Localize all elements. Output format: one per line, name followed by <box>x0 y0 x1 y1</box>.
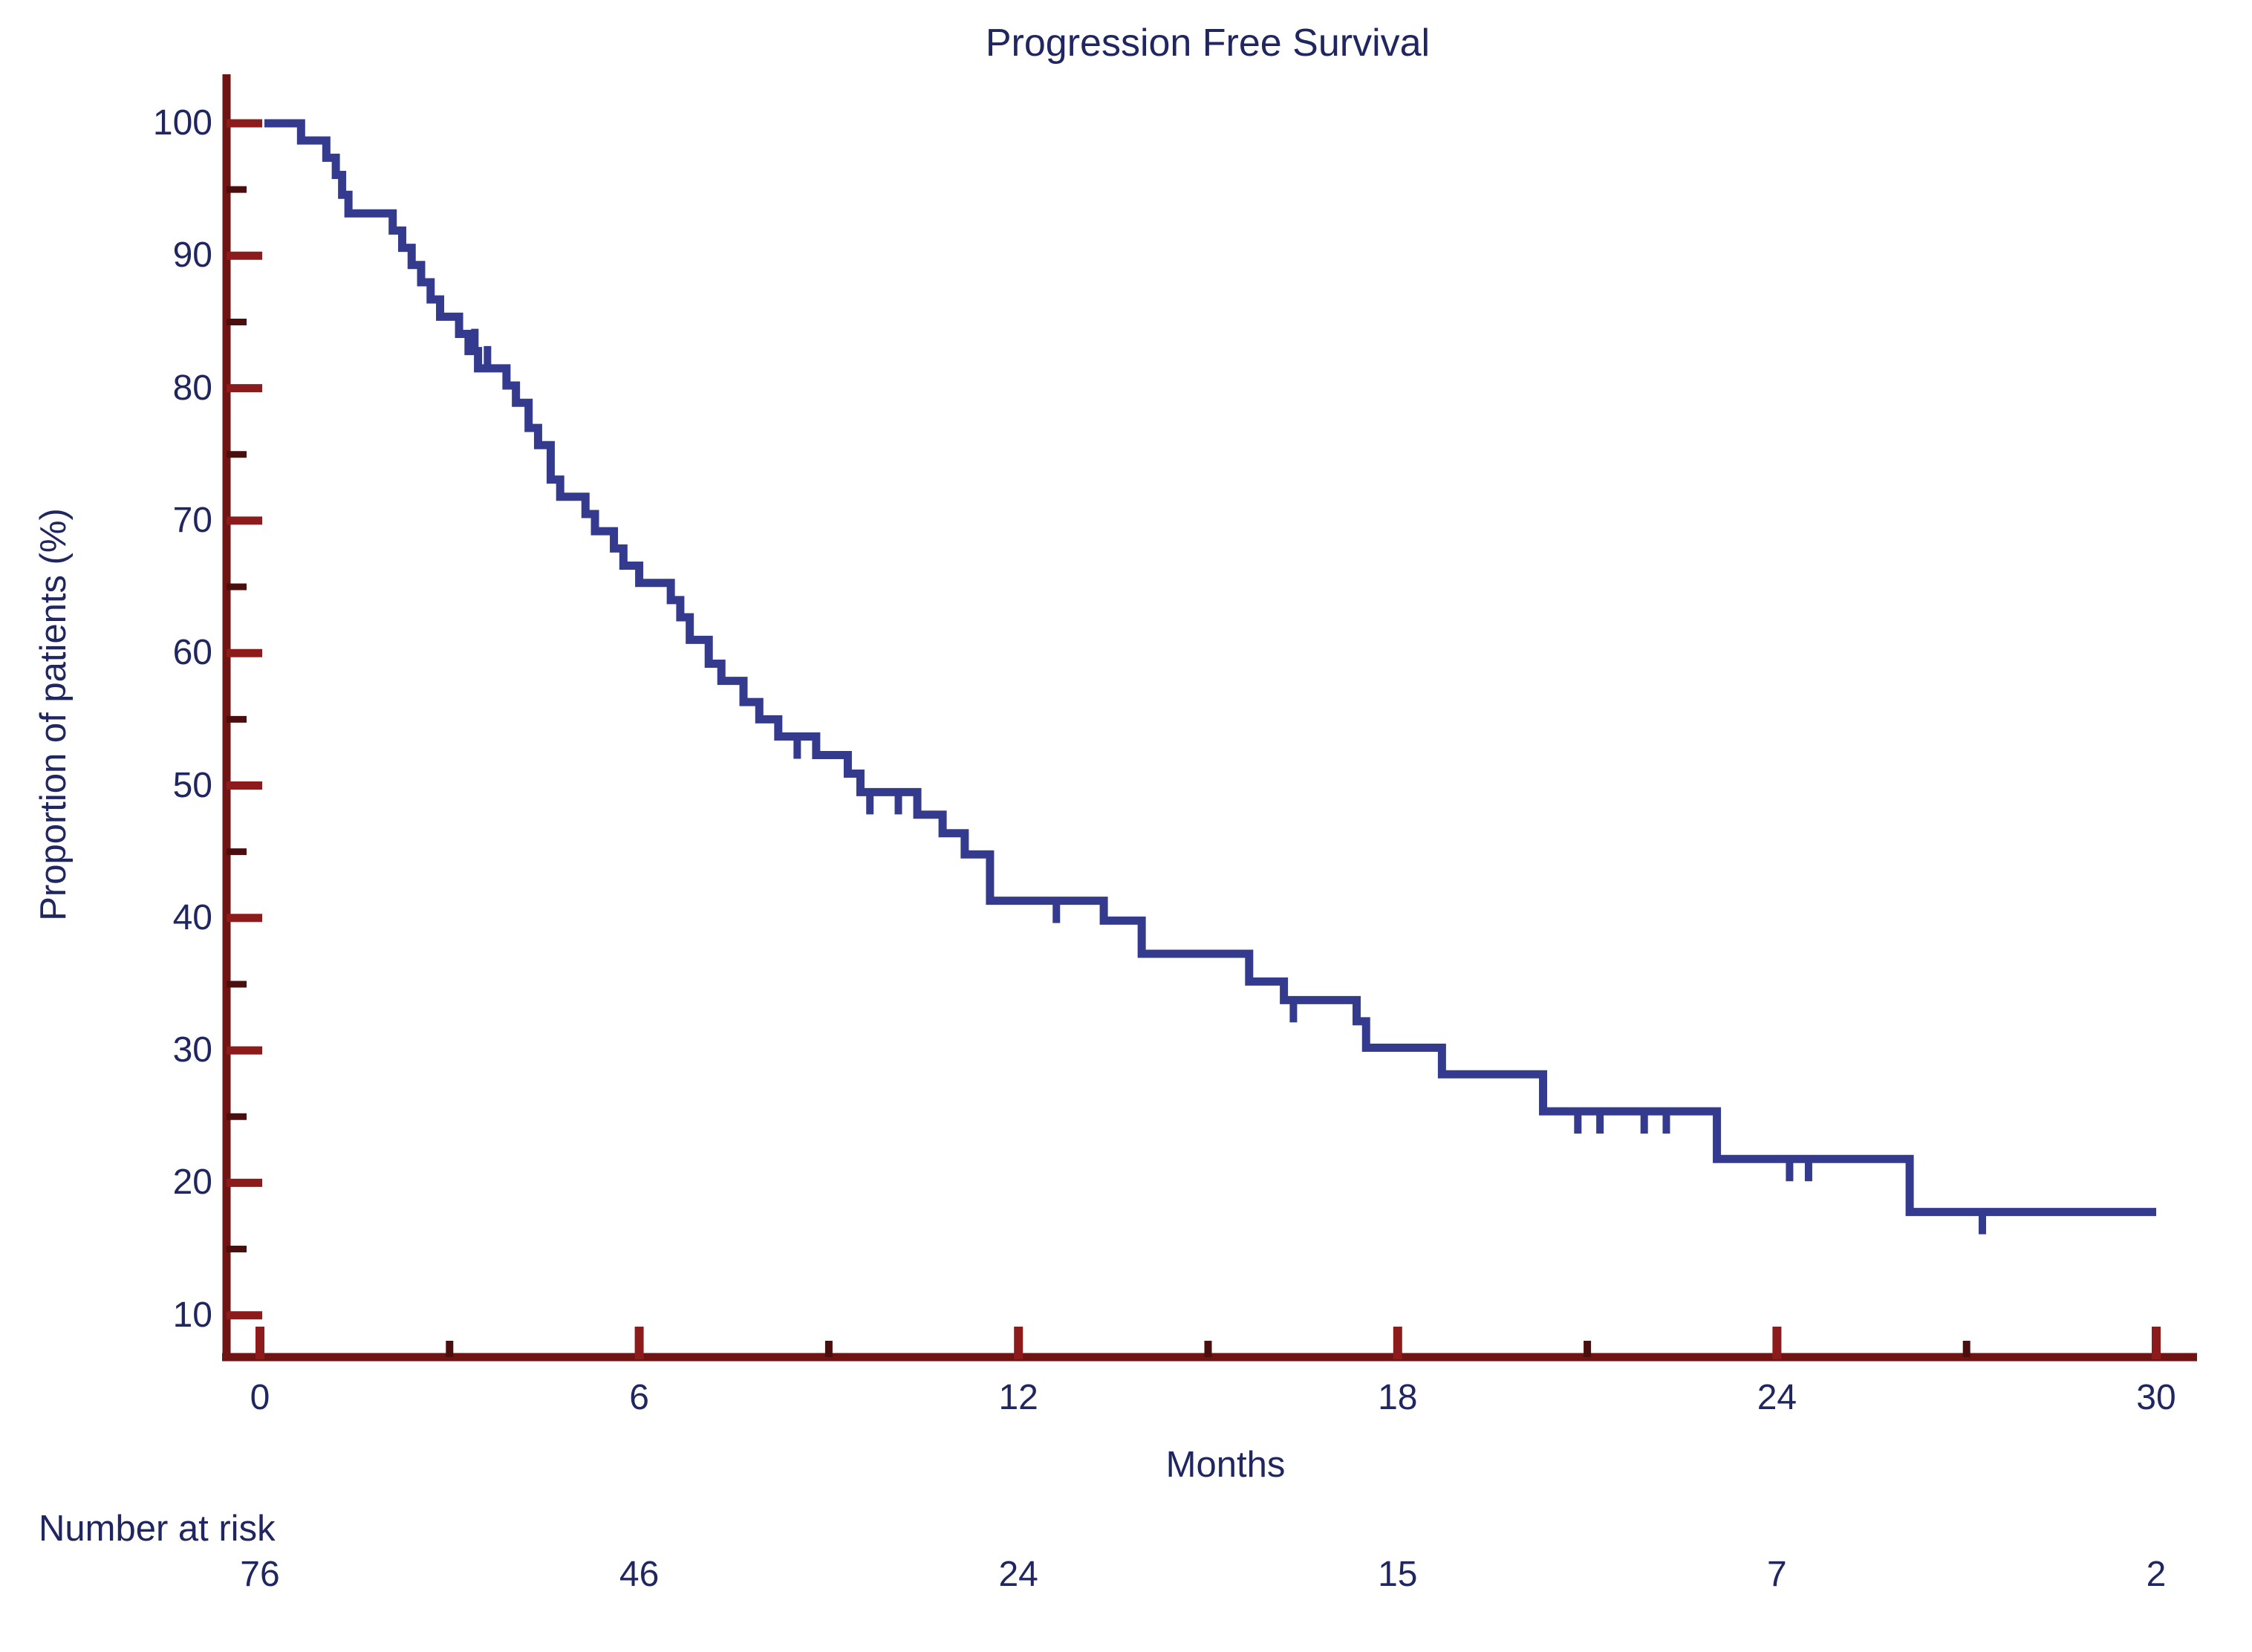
at-risk-value: 7 <box>1767 1555 1787 1594</box>
y-tick-label: 100 <box>152 103 212 143</box>
x-tick-label: 12 <box>998 1378 1038 1417</box>
x-tick-label: 6 <box>629 1378 649 1417</box>
at-risk-value: 46 <box>619 1555 660 1594</box>
chart-title: Progression Free Survival <box>985 22 1431 65</box>
survival-curve <box>264 119 2156 1217</box>
at-risk-value: 2 <box>2146 1555 2167 1594</box>
y-tick-label: 80 <box>172 368 212 408</box>
x-tick-label: 30 <box>2136 1378 2176 1417</box>
x-tick-label: 24 <box>1757 1378 1797 1417</box>
y-tick-label: 20 <box>172 1162 212 1203</box>
y-tick-label: 70 <box>172 500 212 540</box>
y-tick-label: 40 <box>172 897 212 937</box>
y-axis-title: Proportion of patients (%) <box>33 508 74 921</box>
at-risk-value: 76 <box>240 1555 280 1594</box>
number-at-risk-label: Number at risk <box>39 1509 276 1549</box>
y-tick-label: 60 <box>172 633 212 673</box>
y-tick-label: 10 <box>172 1295 212 1335</box>
y-tick-label: 50 <box>172 765 212 805</box>
x-axis-title: Months <box>1165 1445 1286 1485</box>
y-tick-label: 90 <box>172 235 212 276</box>
x-tick-label: 0 <box>250 1378 270 1417</box>
y-tick-label: 30 <box>172 1030 212 1070</box>
at-risk-value: 15 <box>1378 1555 1418 1594</box>
at-risk-value: 24 <box>998 1555 1038 1594</box>
x-tick-label: 18 <box>1378 1378 1418 1417</box>
